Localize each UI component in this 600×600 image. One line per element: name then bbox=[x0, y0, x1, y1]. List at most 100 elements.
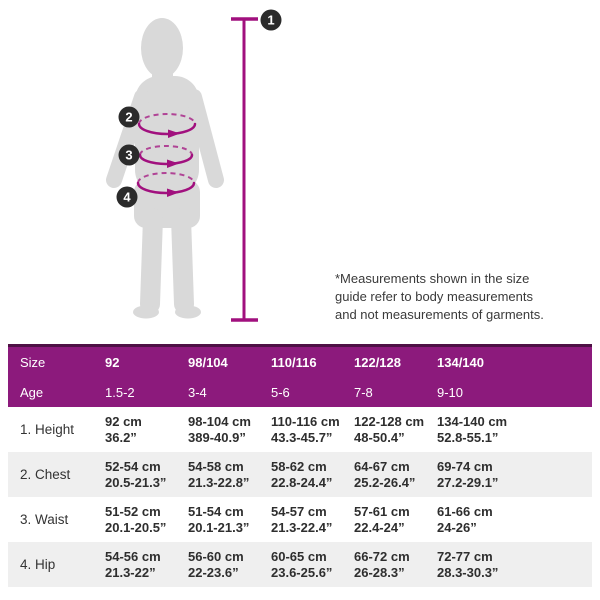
svg-text:3: 3 bbox=[125, 148, 132, 163]
value-cm: 60-65 cm bbox=[271, 548, 327, 564]
value-cm: 56-60 cm bbox=[188, 548, 244, 564]
body-measurement-diagram: 1 2 3 4 bbox=[106, 9, 282, 322]
value-inches: 22.8-24.4” bbox=[271, 474, 333, 490]
measurement-cell: 57-61 cm 22.4-24” bbox=[354, 504, 437, 536]
value-inches: 28.3-30.3” bbox=[437, 564, 499, 580]
size-value: 92 bbox=[105, 354, 120, 370]
row-label: 1. Height bbox=[20, 422, 75, 437]
value-inches: 23.6-25.6” bbox=[271, 564, 333, 580]
hip-measure-loop bbox=[136, 172, 196, 197]
age-row: Age 1.5-2 3-4 5-6 7-8 9-10 bbox=[8, 377, 592, 407]
value-inches: 43.3-45.7” bbox=[271, 429, 333, 445]
svg-text:2: 2 bbox=[125, 110, 132, 125]
value-inches: 21.3-22” bbox=[105, 564, 156, 580]
chest-arrow-icon bbox=[168, 129, 180, 138]
row-label: 4. Hip bbox=[20, 557, 56, 572]
table-row-chest: 2. Chest 52-54 cm 20.5-21.3” 54-58 cm 21… bbox=[8, 452, 592, 497]
measurement-cell: 52-54 cm 20.5-21.3” bbox=[105, 459, 188, 491]
measurement-cell: 60-65 cm 23.6-25.6” bbox=[271, 549, 354, 581]
value-cm: 134-140 cm bbox=[437, 413, 508, 429]
measurement-note: *Measurements shown in the size guide re… bbox=[335, 270, 544, 324]
age-value: 3-4 bbox=[188, 384, 207, 400]
measurement-cell: 61-66 cm 24-26” bbox=[437, 504, 592, 536]
measurement-cell: 54-57 cm 21.3-22.4” bbox=[271, 504, 354, 536]
marker-3-waist: 3 bbox=[118, 144, 140, 166]
value-cm: 51-54 cm bbox=[188, 503, 244, 519]
row-label: 3. Waist bbox=[20, 512, 69, 527]
value-inches: 48-50.4” bbox=[354, 429, 405, 445]
value-inches: 24-26” bbox=[437, 519, 477, 535]
value-inches: 389-40.9” bbox=[188, 429, 246, 445]
value-cm: 122-128 cm bbox=[354, 413, 425, 429]
value-inches: 21.3-22.8” bbox=[188, 474, 250, 490]
age-value: 1.5-2 bbox=[105, 384, 135, 400]
value-inches: 20.1-20.5” bbox=[105, 519, 167, 535]
chest-measure-loop bbox=[137, 113, 197, 138]
note-line: *Measurements shown in the size bbox=[335, 271, 530, 286]
marker-4-hip: 4 bbox=[116, 186, 138, 208]
value-cm: 51-52 cm bbox=[105, 503, 161, 519]
measurement-cell: 51-54 cm 20.1-21.3” bbox=[188, 504, 271, 536]
measurement-cell: 56-60 cm 22-23.6” bbox=[188, 549, 271, 581]
value-cm: 61-66 cm bbox=[437, 503, 493, 519]
waist-measure-loop bbox=[138, 145, 194, 168]
note-line: and not measurements of garments. bbox=[335, 307, 544, 322]
hip-arrow-icon bbox=[167, 188, 179, 197]
value-cm: 64-67 cm bbox=[354, 458, 410, 474]
measurement-cell: 98-104 cm 389-40.9” bbox=[188, 414, 271, 446]
size-value: 122/128 bbox=[354, 354, 401, 370]
value-cm: 54-56 cm bbox=[105, 548, 161, 564]
measurement-cell: 58-62 cm 22.8-24.4” bbox=[271, 459, 354, 491]
value-inches: 26-28.3” bbox=[354, 564, 405, 580]
value-inches: 21.3-22.4” bbox=[271, 519, 333, 535]
row-label: 2. Chest bbox=[20, 467, 71, 482]
value-cm: 57-61 cm bbox=[354, 503, 410, 519]
measurement-cell: 54-58 cm 21.3-22.8” bbox=[188, 459, 271, 491]
height-measure-line bbox=[231, 17, 258, 322]
value-cm: 72-77 cm bbox=[437, 548, 493, 564]
size-value: 134/140 bbox=[437, 354, 484, 370]
value-inches: 27.2-29.1” bbox=[437, 474, 499, 490]
size-value: 98/104 bbox=[188, 354, 228, 370]
measurement-cell: 134-140 cm 52.8-55.1” bbox=[437, 414, 592, 446]
measurement-cell: 110-116 cm 43.3-45.7” bbox=[271, 414, 354, 446]
value-cm: 58-62 cm bbox=[271, 458, 327, 474]
measurement-cell: 64-67 cm 25.2-26.4” bbox=[354, 459, 437, 491]
age-value: 7-8 bbox=[354, 384, 373, 400]
value-cm: 69-74 cm bbox=[437, 458, 493, 474]
value-inches: 25.2-26.4” bbox=[354, 474, 416, 490]
age-value: 9-10 bbox=[437, 384, 464, 400]
marker-1-height: 1 bbox=[260, 9, 282, 31]
age-value: 5-6 bbox=[271, 384, 290, 400]
size-table: Size 92 98/104 110/116 122/128 134/140 A… bbox=[8, 344, 592, 587]
marker-2-chest: 2 bbox=[118, 106, 140, 128]
size-table-body: 1. Height 92 cm 36.2” 98-104 cm 389-40.9… bbox=[8, 407, 592, 587]
measurement-cell: 122-128 cm 48-50.4” bbox=[354, 414, 437, 446]
value-cm: 52-54 cm bbox=[105, 458, 161, 474]
table-row-height: 1. Height 92 cm 36.2” 98-104 cm 389-40.9… bbox=[8, 407, 592, 452]
value-inches: 22-23.6” bbox=[188, 564, 239, 580]
value-inches: 22.4-24” bbox=[354, 519, 405, 535]
measurement-cell: 69-74 cm 27.2-29.1” bbox=[437, 459, 592, 491]
value-inches: 20.1-21.3” bbox=[188, 519, 250, 535]
size-row-label: Size bbox=[20, 354, 46, 370]
value-inches: 36.2” bbox=[105, 429, 137, 445]
measurement-cell: 54-56 cm 21.3-22” bbox=[105, 549, 188, 581]
svg-text:1: 1 bbox=[267, 13, 274, 28]
size-table-header: Size 92 98/104 110/116 122/128 134/140 A… bbox=[8, 344, 592, 407]
note-line: guide refer to body measurements bbox=[335, 289, 533, 304]
size-value: 110/116 bbox=[271, 354, 317, 370]
measurement-cell: 66-72 cm 26-28.3” bbox=[354, 549, 437, 581]
measurement-cell: 51-52 cm 20.1-20.5” bbox=[105, 504, 188, 536]
value-cm: 54-58 cm bbox=[188, 458, 244, 474]
child-silhouette-image bbox=[106, 18, 224, 319]
value-cm: 98-104 cm bbox=[188, 413, 251, 429]
age-row-label: Age bbox=[20, 384, 44, 400]
value-inches: 52.8-55.1” bbox=[437, 429, 499, 445]
size-row: Size 92 98/104 110/116 122/128 134/140 bbox=[8, 347, 592, 377]
table-row-hip: 4. Hip 54-56 cm 21.3-22” 56-60 cm 22-23.… bbox=[8, 542, 592, 587]
measurement-cell: 72-77 cm 28.3-30.3” bbox=[437, 549, 592, 581]
waist-arrow-icon bbox=[167, 159, 179, 168]
table-row-waist: 3. Waist 51-52 cm 20.1-20.5” 51-54 cm 20… bbox=[8, 497, 592, 542]
